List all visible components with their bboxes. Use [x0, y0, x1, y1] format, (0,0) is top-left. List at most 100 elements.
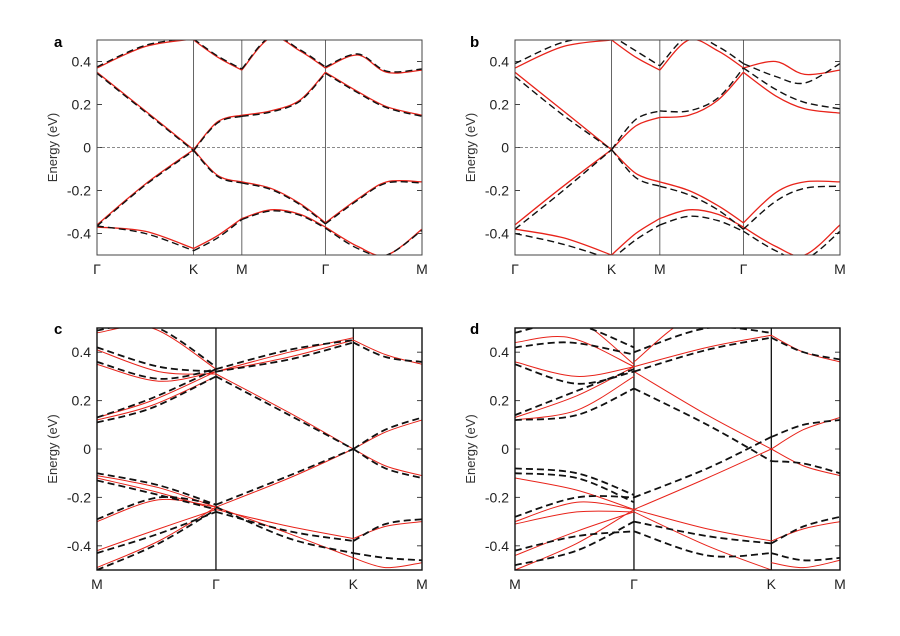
band-curve-black-dashed — [515, 530, 635, 552]
band-curve-black-dashed — [97, 479, 217, 511]
k-point-label: K — [349, 576, 359, 592]
plot-frame — [96, 327, 423, 571]
y-tick-label: 0.2 — [490, 393, 510, 409]
band-curve-black-dashed — [515, 40, 577, 65]
band-curve-black-dashed — [97, 508, 217, 570]
band-curve-red — [193, 40, 243, 71]
band-curve-red — [515, 511, 635, 556]
k-point-label: M — [416, 576, 428, 592]
band-curve-black-dashed — [97, 496, 217, 521]
band-curve-red — [241, 209, 326, 228]
band-panel-a: a Energy (eV) -0.4 -0.2 0 0.2 0.4 Γ K M Γ M — [45, 34, 428, 277]
band-curve-black-dashed — [215, 448, 354, 506]
band-curve-red — [743, 60, 840, 76]
band-curve-black-dashed — [97, 40, 181, 68]
band-curve-red — [353, 339, 422, 365]
band-curve-red — [515, 336, 635, 368]
k-point-label: Γ — [630, 576, 638, 592]
band-curve-black-dashed — [325, 53, 422, 73]
panel-letter: d — [470, 321, 479, 338]
band-curve-red — [611, 116, 661, 151]
band-curve-black-dashed — [633, 387, 772, 462]
band-curve-black-dashed — [515, 341, 635, 356]
band-curve-red — [742, 180, 840, 224]
band-curve-black-dashed — [215, 511, 354, 542]
band-curve-black-dashed — [353, 552, 422, 562]
plot-frame — [514, 327, 841, 571]
band-curve-black-dashed — [611, 110, 661, 151]
band-curve-red — [97, 71, 195, 151]
band-curve-black-dashed — [193, 150, 242, 184]
band-curve-black-dashed — [633, 436, 772, 499]
band-curve-black-dashed — [241, 72, 326, 117]
y-axis-title: Energy (eV) — [463, 113, 478, 182]
y-tick-label: -0.2 — [67, 489, 91, 505]
band-curve-red — [515, 71, 613, 151]
band-curve-black-dashed — [515, 149, 613, 230]
panel-letter: b — [470, 34, 479, 51]
band-curve-black-dashed — [742, 185, 840, 230]
band-curve-black-dashed — [352, 416, 422, 450]
band-curve-black-dashed — [97, 150, 195, 227]
band-curve-black-dashed — [97, 346, 217, 373]
band-curve-red — [515, 477, 635, 510]
panel-letter: a — [54, 34, 63, 51]
band-curve-black-dashed — [97, 72, 195, 152]
band-curve-black-dashed — [515, 232, 601, 255]
bands — [515, 328, 840, 570]
band-curve-black-dashed — [193, 218, 243, 252]
y-tick-label: 0.4 — [490, 54, 510, 70]
band-curve-red — [611, 217, 661, 255]
band-curve-red — [743, 71, 840, 114]
band-curve-black-dashed — [515, 520, 635, 567]
band-curve-black-dashed — [352, 448, 422, 479]
y-axis-title: Energy (eV) — [463, 414, 478, 483]
k-point-label: M — [91, 576, 103, 592]
band-curve-black-dashed — [515, 368, 635, 416]
band-curve-black-dashed — [97, 375, 217, 424]
band-curve-black-dashed — [633, 328, 772, 354]
band-curve-red — [611, 40, 661, 71]
band-curve-red — [97, 40, 191, 69]
k-point-label: M — [834, 261, 846, 277]
band-curve-red — [633, 448, 772, 510]
bands — [515, 40, 840, 255]
band-curve-red — [193, 114, 242, 151]
band-curve-red — [97, 149, 194, 226]
band-curve-red — [743, 224, 840, 255]
y-tick-label: 0 — [83, 441, 91, 457]
band-curve-red — [97, 226, 194, 250]
y-tick-label: -0.2 — [485, 183, 509, 199]
band-curve-red — [611, 149, 661, 183]
y-axis-title: Energy (eV) — [45, 414, 60, 483]
band-curve-black-dashed — [615, 224, 661, 255]
band-curve-red — [659, 181, 744, 224]
band-curve-black-dashed — [325, 72, 422, 117]
band-curve-black-dashed — [324, 181, 422, 225]
band-curve-red — [633, 371, 772, 450]
band-curve-red — [633, 328, 675, 363]
band-panel-c: c Energy (eV) -0.4 -0.2 0 0.2 0.4 M Γ K M — [45, 321, 428, 592]
k-point-label: M — [416, 261, 428, 277]
bands — [97, 40, 422, 255]
band-curve-red — [241, 71, 326, 116]
band-curve-black-dashed — [97, 368, 217, 419]
k-point-label: M — [236, 261, 248, 277]
k-point-label: Γ — [93, 261, 101, 277]
band-curve-black-dashed — [325, 227, 422, 255]
band-curve-black-dashed — [215, 339, 354, 370]
k-point-label: K — [189, 261, 199, 277]
band-curve-black-dashed — [515, 472, 635, 504]
plot-frame — [96, 39, 423, 256]
y-tick-label: 0.2 — [72, 393, 92, 409]
k-point-label: M — [509, 576, 521, 592]
band-curve-black-dashed — [633, 530, 772, 558]
band-curve-black-dashed — [659, 67, 744, 113]
band-curve-black-dashed — [770, 336, 840, 361]
band-curve-black-dashed — [515, 467, 635, 496]
band-curve-red — [325, 71, 422, 116]
k-point-label: K — [607, 261, 617, 277]
band-curve-black-dashed — [771, 460, 840, 475]
k-point-label: M — [834, 576, 846, 592]
